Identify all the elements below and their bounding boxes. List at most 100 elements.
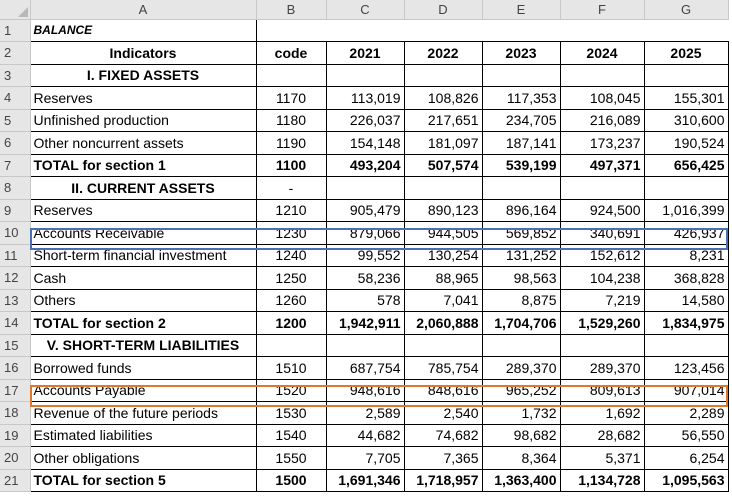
- row-number[interactable]: 2: [0, 41, 31, 65]
- row-number[interactable]: 1: [0, 19, 31, 42]
- value-cell[interactable]: 2,289: [643, 401, 729, 425]
- value-cell[interactable]: [481, 63, 561, 87]
- value-cell[interactable]: 879,066: [325, 221, 405, 245]
- code-cell[interactable]: 1260: [255, 288, 327, 312]
- value-cell[interactable]: 426,937: [643, 221, 729, 245]
- row-number[interactable]: 4: [0, 86, 31, 110]
- code-cell[interactable]: 1180: [255, 108, 327, 132]
- empty-cell[interactable]: [482, 19, 560, 42]
- value-cell[interactable]: 56,550: [643, 423, 729, 447]
- row-number[interactable]: 18: [0, 401, 31, 425]
- indicator-cell[interactable]: V. SHORT-TERM LIABILITIES: [29, 333, 257, 357]
- value-cell[interactable]: [325, 333, 405, 357]
- value-cell[interactable]: 7,705: [325, 446, 405, 470]
- code-cell[interactable]: 1230: [255, 221, 327, 245]
- row-number[interactable]: 15: [0, 334, 31, 357]
- code-cell[interactable]: 1550: [255, 446, 327, 470]
- indicator-cell[interactable]: Short-term financial investment: [29, 243, 257, 267]
- value-cell[interactable]: [559, 333, 645, 357]
- value-cell[interactable]: 8,875: [481, 288, 561, 312]
- value-cell[interactable]: 104,238: [559, 266, 645, 290]
- row-number[interactable]: 5: [0, 109, 31, 132]
- value-cell[interactable]: 74,682: [403, 423, 483, 447]
- indicator-cell[interactable]: Reserves: [29, 198, 257, 222]
- value-cell[interactable]: 905,479: [325, 198, 405, 222]
- header-cell[interactable]: 2021: [325, 41, 405, 65]
- value-cell[interactable]: 340,691: [559, 221, 645, 245]
- value-cell[interactable]: 1,704,706: [481, 311, 561, 335]
- value-cell[interactable]: 181,097: [403, 131, 483, 155]
- value-cell[interactable]: 108,826: [403, 86, 483, 110]
- value-cell[interactable]: 289,370: [481, 356, 561, 380]
- header-cell[interactable]: 2025: [643, 41, 729, 65]
- column-header[interactable]: E: [482, 0, 561, 20]
- value-cell[interactable]: [643, 176, 729, 200]
- value-cell[interactable]: [403, 63, 483, 87]
- row-number[interactable]: 11: [0, 244, 31, 267]
- value-cell[interactable]: 58,236: [325, 266, 405, 290]
- value-cell[interactable]: [325, 63, 405, 87]
- value-cell[interactable]: 8,231: [643, 243, 729, 267]
- value-cell[interactable]: 14,580: [643, 288, 729, 312]
- code-cell[interactable]: 1210: [255, 198, 327, 222]
- row-number[interactable]: 7: [0, 154, 31, 177]
- column-header[interactable]: F: [560, 0, 645, 20]
- header-cell[interactable]: 2024: [559, 41, 645, 65]
- indicator-cell[interactable]: TOTAL for section 5: [29, 468, 257, 492]
- column-header[interactable]: C: [326, 0, 405, 20]
- value-cell[interactable]: 2,589: [325, 401, 405, 425]
- value-cell[interactable]: 848,616: [403, 378, 483, 402]
- value-cell[interactable]: [643, 63, 729, 87]
- code-cell[interactable]: 1250: [255, 266, 327, 290]
- value-cell[interactable]: 173,237: [559, 131, 645, 155]
- empty-cell[interactable]: [256, 19, 326, 42]
- value-cell[interactable]: 234,705: [481, 108, 561, 132]
- indicator-cell[interactable]: TOTAL for section 1: [29, 153, 257, 177]
- value-cell[interactable]: [559, 176, 645, 200]
- value-cell[interactable]: 507,574: [403, 153, 483, 177]
- code-cell[interactable]: [255, 333, 327, 357]
- header-cell[interactable]: Indicators: [29, 41, 257, 65]
- value-cell[interactable]: 944,505: [403, 221, 483, 245]
- value-cell[interactable]: 108,045: [559, 86, 645, 110]
- indicator-cell[interactable]: Borrowed funds: [29, 356, 257, 380]
- column-header[interactable]: A: [30, 0, 257, 20]
- row-number[interactable]: 9: [0, 199, 31, 222]
- value-cell[interactable]: 1,718,957: [403, 468, 483, 492]
- value-cell[interactable]: [325, 176, 405, 200]
- empty-cell[interactable]: [404, 19, 482, 42]
- value-cell[interactable]: 187,141: [481, 131, 561, 155]
- value-cell[interactable]: 44,682: [325, 423, 405, 447]
- code-cell[interactable]: 1240: [255, 243, 327, 267]
- row-number[interactable]: 3: [0, 64, 31, 87]
- indicator-cell[interactable]: Unfinished production: [29, 108, 257, 132]
- value-cell[interactable]: 217,651: [403, 108, 483, 132]
- value-cell[interactable]: 310,600: [643, 108, 729, 132]
- header-cell[interactable]: 2022: [403, 41, 483, 65]
- column-header[interactable]: B: [256, 0, 327, 20]
- indicator-cell[interactable]: Others: [29, 288, 257, 312]
- empty-cell[interactable]: [560, 19, 644, 42]
- value-cell[interactable]: [403, 333, 483, 357]
- indicator-cell[interactable]: Other noncurrent assets: [29, 131, 257, 155]
- value-cell[interactable]: 98,682: [481, 423, 561, 447]
- row-number[interactable]: 17: [0, 379, 31, 402]
- value-cell[interactable]: 948,616: [325, 378, 405, 402]
- value-cell[interactable]: 1,732: [481, 401, 561, 425]
- value-cell[interactable]: 7,219: [559, 288, 645, 312]
- code-cell[interactable]: 1500: [255, 468, 327, 492]
- row-number[interactable]: 16: [0, 356, 31, 380]
- value-cell[interactable]: 28,682: [559, 423, 645, 447]
- value-cell[interactable]: 785,754: [403, 356, 483, 380]
- value-cell[interactable]: 99,552: [325, 243, 405, 267]
- code-cell[interactable]: 1190: [255, 131, 327, 155]
- value-cell[interactable]: [643, 333, 729, 357]
- code-cell[interactable]: 1540: [255, 423, 327, 447]
- code-cell[interactable]: 1510: [255, 356, 327, 380]
- value-cell[interactable]: 965,252: [481, 378, 561, 402]
- value-cell[interactable]: 7,041: [403, 288, 483, 312]
- header-cell[interactable]: 2023: [481, 41, 561, 65]
- select-all-corner[interactable]: [0, 0, 31, 20]
- row-number[interactable]: 20: [0, 446, 31, 470]
